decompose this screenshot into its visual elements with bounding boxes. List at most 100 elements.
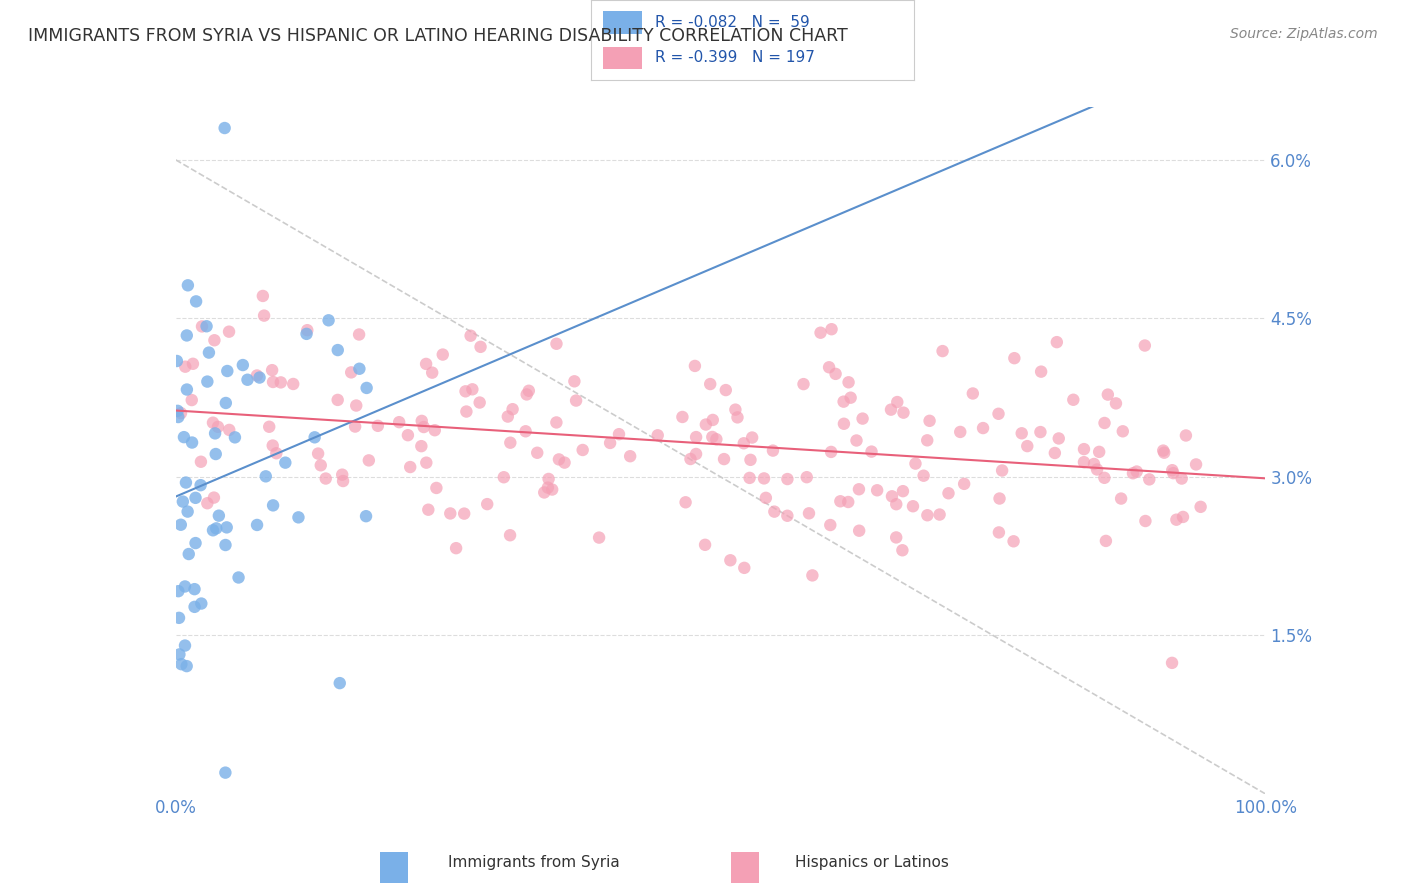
Point bbox=[912, 468, 935, 483]
Point bbox=[548, 452, 571, 467]
Point bbox=[257, 419, 280, 434]
Point bbox=[702, 430, 724, 444]
Point bbox=[1109, 491, 1132, 506]
Point bbox=[349, 361, 371, 376]
Point bbox=[818, 360, 841, 375]
Point bbox=[170, 406, 193, 420]
Point bbox=[533, 485, 555, 500]
Point bbox=[962, 386, 984, 401]
Point bbox=[1085, 462, 1108, 476]
Point bbox=[176, 328, 198, 343]
Point bbox=[619, 449, 641, 463]
Point bbox=[537, 481, 560, 495]
Point bbox=[169, 648, 191, 662]
Point bbox=[499, 435, 522, 450]
Point bbox=[755, 491, 778, 505]
Point bbox=[236, 373, 259, 387]
Point bbox=[1171, 510, 1194, 524]
Point bbox=[174, 579, 197, 593]
Point bbox=[683, 359, 706, 373]
Point bbox=[461, 382, 484, 396]
Point bbox=[891, 543, 914, 558]
Point bbox=[848, 524, 870, 538]
Point bbox=[724, 402, 747, 417]
Point bbox=[184, 491, 207, 505]
Point bbox=[224, 430, 246, 444]
Point bbox=[181, 435, 204, 450]
Point bbox=[1088, 445, 1111, 459]
Point bbox=[685, 430, 707, 444]
Point bbox=[987, 525, 1010, 540]
Point bbox=[837, 495, 859, 509]
Point bbox=[918, 414, 941, 428]
Point bbox=[699, 377, 721, 392]
Point bbox=[228, 570, 250, 584]
Point bbox=[170, 517, 193, 532]
Point bbox=[415, 357, 437, 371]
Point bbox=[1133, 338, 1156, 352]
Point bbox=[904, 457, 927, 471]
Point bbox=[1122, 467, 1144, 481]
Point bbox=[820, 518, 842, 533]
FancyBboxPatch shape bbox=[603, 12, 643, 34]
Point bbox=[839, 391, 862, 405]
Point bbox=[214, 765, 236, 780]
Point bbox=[564, 374, 586, 388]
Point bbox=[1011, 426, 1033, 441]
Point bbox=[499, 528, 522, 542]
Point bbox=[190, 597, 212, 611]
Point bbox=[232, 358, 254, 372]
Point bbox=[246, 368, 269, 383]
Point bbox=[344, 399, 367, 413]
Text: R = -0.082   N =  59: R = -0.082 N = 59 bbox=[655, 15, 810, 30]
Point bbox=[1046, 335, 1069, 350]
Point bbox=[195, 375, 218, 389]
Point bbox=[1002, 534, 1025, 549]
Point bbox=[167, 584, 190, 599]
Point bbox=[546, 336, 568, 351]
Point bbox=[884, 530, 907, 544]
Point bbox=[205, 521, 228, 535]
Point bbox=[453, 507, 475, 521]
Point bbox=[177, 547, 200, 561]
Point bbox=[607, 427, 630, 442]
Point bbox=[1062, 392, 1084, 407]
Point bbox=[415, 456, 437, 470]
Point bbox=[357, 453, 380, 467]
Text: Hispanics or Latinos: Hispanics or Latinos bbox=[794, 855, 949, 870]
Point bbox=[886, 395, 908, 409]
Point bbox=[399, 460, 422, 475]
Point bbox=[190, 478, 212, 492]
Point bbox=[1166, 513, 1188, 527]
Point bbox=[283, 376, 305, 391]
Point bbox=[991, 463, 1014, 477]
Point bbox=[218, 325, 240, 339]
Point bbox=[174, 639, 197, 653]
Point bbox=[741, 431, 763, 445]
Point bbox=[183, 599, 205, 614]
Point bbox=[191, 319, 214, 334]
Point bbox=[762, 443, 785, 458]
Point bbox=[167, 410, 190, 425]
Point bbox=[262, 363, 284, 377]
Point bbox=[1153, 446, 1175, 460]
Point bbox=[1152, 443, 1174, 458]
Point bbox=[949, 425, 972, 439]
Point bbox=[733, 561, 755, 575]
FancyBboxPatch shape bbox=[603, 46, 643, 69]
Point bbox=[928, 508, 950, 522]
Point bbox=[810, 326, 832, 340]
Point bbox=[420, 366, 443, 380]
Point bbox=[204, 426, 226, 441]
Point bbox=[412, 420, 434, 434]
Point bbox=[1105, 396, 1128, 410]
Point bbox=[845, 434, 868, 448]
Point bbox=[727, 410, 749, 425]
Point bbox=[860, 444, 883, 458]
Point bbox=[208, 508, 231, 523]
Point bbox=[388, 415, 411, 429]
Point bbox=[972, 421, 994, 435]
Point bbox=[176, 505, 198, 519]
Point bbox=[901, 500, 924, 514]
Point bbox=[454, 384, 477, 399]
